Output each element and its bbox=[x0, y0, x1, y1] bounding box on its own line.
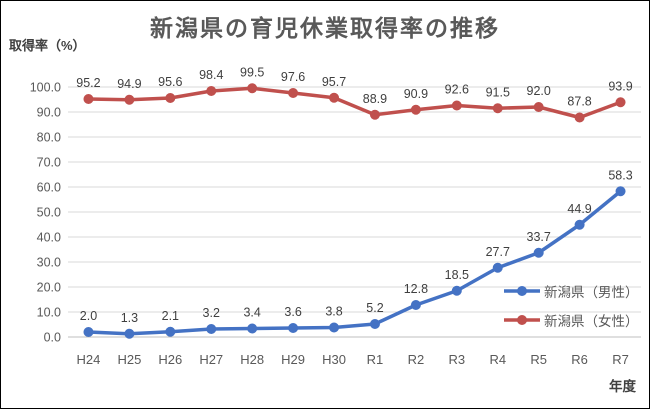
data-point-marker bbox=[206, 86, 217, 96]
data-point-marker bbox=[615, 186, 626, 197]
data-label: 3.8 bbox=[325, 305, 342, 319]
x-tick-label: H25 bbox=[117, 352, 141, 367]
legend-label-female: 新潟県（女性） bbox=[544, 314, 639, 329]
data-label: 95.6 bbox=[158, 75, 182, 89]
data-label: 97.6 bbox=[281, 70, 305, 84]
data-label: 95.2 bbox=[76, 76, 100, 90]
data-label: 3.4 bbox=[243, 306, 260, 320]
y-tick-label: 100.0 bbox=[30, 81, 61, 95]
data-point-marker bbox=[329, 322, 340, 333]
data-point-marker bbox=[533, 247, 544, 258]
data-label: 18.5 bbox=[445, 268, 469, 282]
data-point-marker bbox=[247, 323, 258, 334]
legend-item-male: 新潟県（男性） bbox=[504, 281, 639, 301]
x-axis-title: 年度 bbox=[609, 379, 636, 394]
y-tick-label: 40.0 bbox=[37, 231, 61, 245]
x-tick-label: R1 bbox=[367, 352, 384, 367]
legend-label-male: 新潟県（男性） bbox=[544, 285, 639, 300]
x-tick-label: H28 bbox=[240, 352, 264, 367]
female-series-swatch-icon bbox=[504, 315, 540, 325]
data-point-marker bbox=[124, 328, 135, 339]
y-tick-label: 0.0 bbox=[44, 331, 61, 345]
x-tick-label: H29 bbox=[281, 352, 305, 367]
data-label: 92.0 bbox=[527, 84, 551, 98]
x-tick-label: R7 bbox=[612, 352, 629, 367]
data-point-marker bbox=[574, 112, 585, 123]
data-point-marker bbox=[369, 319, 380, 329]
data-point-marker bbox=[492, 103, 503, 114]
data-point-marker bbox=[165, 93, 176, 103]
y-tick-label: 50.0 bbox=[37, 206, 61, 220]
data-label: 92.6 bbox=[445, 83, 469, 97]
data-point-marker bbox=[83, 327, 94, 337]
x-tick-label: R5 bbox=[530, 352, 547, 367]
data-label: 44.9 bbox=[567, 202, 591, 216]
data-label: 2.0 bbox=[80, 309, 97, 323]
data-label: 2.1 bbox=[162, 309, 179, 323]
x-tick-label: R3 bbox=[449, 352, 466, 367]
data-label: 88.9 bbox=[363, 92, 387, 106]
y-tick-label: 20.0 bbox=[37, 281, 61, 295]
y-tick-label: 60.0 bbox=[37, 181, 61, 195]
y-tick-label: 10.0 bbox=[37, 306, 61, 320]
data-label: 99.5 bbox=[240, 65, 264, 79]
y-tick-label: 30.0 bbox=[37, 256, 61, 270]
data-label: 12.8 bbox=[404, 282, 428, 296]
chart-title: 新潟県の育児休業取得率の推移 bbox=[150, 15, 500, 41]
series-line-0 bbox=[86, 189, 623, 336]
y-axis-unit-label: 取得率（%） bbox=[9, 38, 86, 53]
x-tick-label: H27 bbox=[199, 352, 223, 367]
x-tick-label: R4 bbox=[489, 352, 506, 367]
data-point-marker bbox=[288, 323, 299, 333]
data-label: 33.7 bbox=[527, 230, 551, 244]
data-label: 1.3 bbox=[121, 311, 138, 325]
data-label: 58.3 bbox=[608, 168, 632, 182]
y-tick-label: 70.0 bbox=[37, 156, 61, 170]
data-point-marker bbox=[247, 83, 258, 94]
data-point-marker bbox=[451, 100, 462, 111]
data-point-marker bbox=[410, 104, 421, 115]
data-label: 3.6 bbox=[284, 305, 301, 319]
x-tick-label: H26 bbox=[158, 352, 182, 367]
x-tick-label: H24 bbox=[77, 352, 101, 367]
data-point-marker bbox=[492, 262, 503, 273]
data-point-marker bbox=[451, 285, 462, 296]
data-label: 95.7 bbox=[322, 75, 346, 89]
x-tick-label: R6 bbox=[571, 352, 588, 367]
series-line-1 bbox=[86, 86, 623, 120]
data-label: 27.7 bbox=[486, 245, 510, 259]
data-label: 90.9 bbox=[404, 87, 428, 101]
data-point-marker bbox=[165, 326, 176, 337]
data-point-marker bbox=[369, 109, 380, 120]
x-tick-label: R2 bbox=[408, 352, 425, 367]
y-tick-label: 90.0 bbox=[37, 106, 61, 120]
data-label: 94.9 bbox=[117, 77, 141, 91]
data-label: 5.2 bbox=[366, 301, 383, 315]
data-point-marker bbox=[206, 324, 217, 334]
data-label: 87.8 bbox=[567, 95, 591, 109]
data-label: 93.9 bbox=[608, 79, 632, 93]
legend: 新潟県（男性） 新潟県（女性） bbox=[504, 281, 639, 330]
data-point-marker bbox=[410, 300, 421, 310]
x-tick-label: H30 bbox=[322, 352, 346, 367]
data-label: 98.4 bbox=[199, 68, 223, 82]
data-point-marker bbox=[288, 88, 299, 98]
y-tick-label: 80.0 bbox=[37, 131, 61, 145]
data-point-marker bbox=[615, 97, 626, 108]
data-label: 3.2 bbox=[203, 306, 220, 320]
male-series-swatch-icon bbox=[504, 286, 540, 296]
data-point-marker bbox=[124, 94, 135, 105]
legend-item-female: 新潟県（女性） bbox=[504, 310, 639, 330]
data-point-marker bbox=[83, 94, 94, 104]
data-point-marker bbox=[329, 92, 340, 103]
data-point-marker bbox=[533, 102, 544, 112]
data-point-marker bbox=[574, 219, 585, 230]
data-label: 91.5 bbox=[486, 85, 510, 99]
